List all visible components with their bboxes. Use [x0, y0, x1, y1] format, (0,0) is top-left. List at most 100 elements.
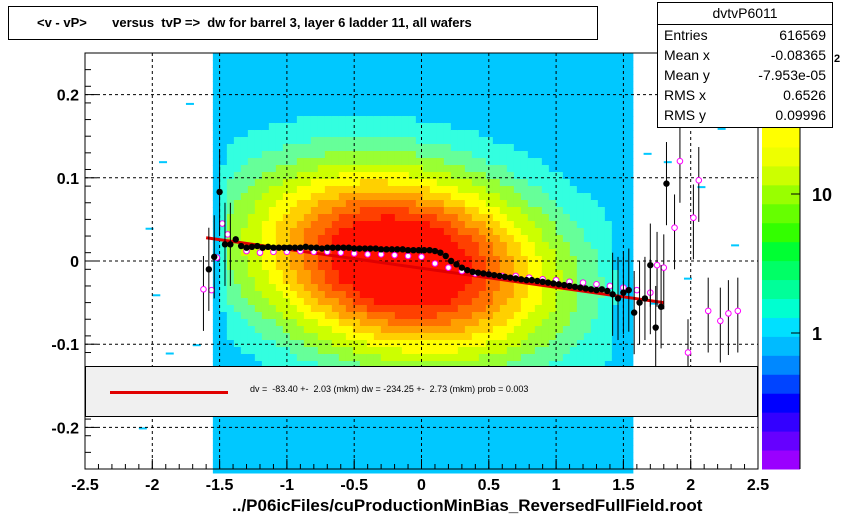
- heat-cell: [604, 326, 613, 334]
- heat-cell: [401, 326, 410, 334]
- heat-cell: [233, 74, 242, 82]
- profile-point-black: [614, 295, 622, 302]
- heat-cell: [394, 179, 403, 187]
- heat-cell: [394, 130, 403, 138]
- heat-cell: [604, 249, 613, 257]
- heat-cell: [303, 326, 312, 334]
- heat-cell: [401, 270, 410, 278]
- heat-cell: [310, 270, 319, 278]
- heat-cell: [464, 312, 473, 320]
- heat-cell: [247, 200, 256, 208]
- heat-cell: [513, 228, 522, 236]
- heat-cell: [415, 417, 424, 425]
- heat-cell: [618, 200, 627, 208]
- heat-cell: [401, 242, 410, 250]
- heat-cell: [450, 228, 459, 236]
- heat-cell: [436, 116, 445, 124]
- heat-cell: [457, 81, 466, 89]
- heat-cell: [611, 235, 620, 243]
- heat-cell: [240, 214, 249, 222]
- heat-cell: [555, 172, 564, 180]
- heat-cell: [429, 88, 438, 96]
- heat-cell: [429, 214, 438, 222]
- heat-cell: [443, 438, 452, 446]
- heat-cell: [527, 60, 536, 68]
- heat-cell: [611, 445, 620, 453]
- heat-cell: [597, 228, 606, 236]
- heat-cell: [436, 74, 445, 82]
- heat-cell: [289, 235, 298, 243]
- heat-cell: [583, 109, 592, 117]
- heat-cell: [331, 417, 340, 425]
- heat-cell: [324, 340, 333, 348]
- heat-cell: [492, 333, 501, 341]
- heat-cell: [219, 53, 228, 61]
- heat-cell: [569, 438, 578, 446]
- profile-point-black: [464, 266, 471, 274]
- heat-cell: [289, 291, 298, 299]
- heat-cell: [534, 347, 543, 355]
- heat-cell: [604, 137, 613, 145]
- heat-cell: [527, 235, 536, 243]
- profile-point-black: [517, 276, 525, 283]
- heat-cell: [282, 53, 291, 61]
- heat-cell: [415, 116, 424, 124]
- heat-cell: [625, 109, 634, 117]
- heat-cell: [366, 207, 375, 215]
- heat-cell: [240, 438, 249, 446]
- heat-cell: [569, 361, 578, 369]
- heat-cell: [527, 88, 536, 96]
- heat-cell: [541, 284, 550, 292]
- heat-cell: [212, 116, 221, 124]
- heat-cell: [422, 263, 431, 271]
- heat-cell: [366, 466, 375, 474]
- heat-cell: [576, 158, 585, 166]
- profile-point-magenta: [224, 231, 231, 238]
- heat-cell: [373, 172, 382, 180]
- heat-cell: [352, 347, 361, 355]
- heat-cell: [282, 466, 291, 474]
- heat-cell: [471, 81, 480, 89]
- heat-cell: [569, 158, 578, 166]
- heat-cell: [415, 277, 424, 285]
- heat-cell: [408, 445, 417, 453]
- heat-cell: [492, 109, 501, 117]
- heat-cell: [415, 256, 424, 264]
- heat-cell: [240, 298, 249, 306]
- heat-cell: [548, 270, 557, 278]
- heat-cell: [338, 319, 347, 327]
- heat-cell: [457, 193, 466, 201]
- heat-cell: [485, 466, 494, 474]
- heat-cell: [296, 200, 305, 208]
- heat-cell: [380, 263, 389, 271]
- heat-cell: [527, 109, 536, 117]
- heat-cell: [464, 151, 473, 159]
- heat-cell: [520, 417, 529, 425]
- heat-cell: [499, 60, 508, 68]
- heat-cell: [569, 305, 578, 313]
- stats-label: Entries: [664, 27, 708, 43]
- heat-cell: [352, 95, 361, 103]
- heat-cell: [506, 291, 515, 299]
- heat-cell: [310, 53, 319, 61]
- heat-cell: [373, 249, 382, 257]
- heat-cell: [338, 326, 347, 334]
- stats-label: RMS y: [664, 107, 706, 123]
- heat-cell: [471, 445, 480, 453]
- heat-cell: [506, 207, 515, 215]
- heat-cell: [506, 116, 515, 124]
- heat-cell: [569, 172, 578, 180]
- profile-point-black: [593, 286, 600, 294]
- heat-cell: [324, 67, 333, 75]
- heat-cell: [261, 347, 270, 355]
- heat-cell: [359, 438, 368, 446]
- heat-cell: [394, 249, 403, 257]
- heat-cell: [499, 312, 508, 320]
- heat-cell: [240, 186, 249, 194]
- heat-cell: [548, 340, 557, 348]
- heat-cell: [408, 361, 417, 369]
- heat-cell: [548, 67, 557, 75]
- heat-cell: [394, 284, 403, 292]
- heat-cell: [233, 165, 242, 173]
- heat-cell: [324, 326, 333, 334]
